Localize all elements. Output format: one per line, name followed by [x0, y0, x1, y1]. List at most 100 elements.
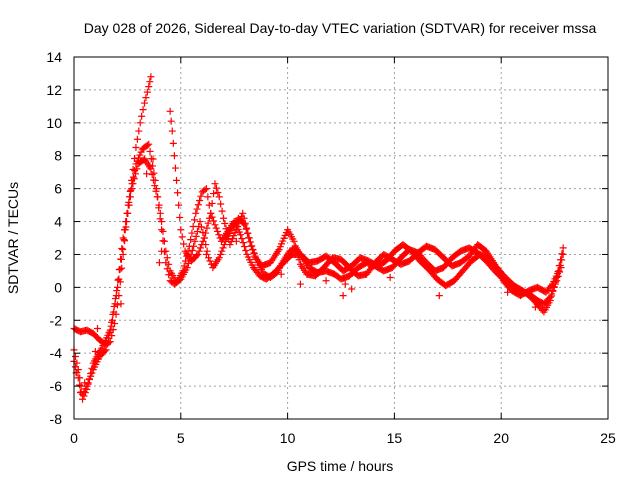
data-point: [220, 214, 228, 222]
data-point: [108, 318, 116, 326]
data-point: [113, 287, 121, 295]
data-point: [196, 196, 204, 204]
series-track-4: [166, 107, 567, 300]
data-point: [206, 257, 214, 265]
data-point: [132, 160, 140, 168]
y-tick-label: 12: [46, 82, 62, 98]
data-point: [183, 264, 191, 272]
data-point: [237, 231, 245, 239]
data-point: [197, 192, 205, 200]
data-point: [236, 216, 244, 224]
data-point: [194, 250, 202, 258]
data-point: [555, 267, 563, 275]
plot-frame: [73, 56, 609, 420]
data-point: [215, 231, 223, 239]
data-point: [120, 226, 128, 234]
grid-lines: [74, 57, 608, 419]
y-tick-label: 10: [46, 115, 62, 131]
data-point: [111, 295, 119, 303]
data-point: [232, 226, 240, 234]
data-point: [117, 300, 125, 308]
data-point: [132, 144, 140, 151]
data-point: [155, 259, 163, 267]
data-point: [76, 381, 84, 389]
data-point: [165, 260, 173, 268]
data-point: [196, 244, 204, 252]
data-point: [140, 99, 148, 107]
data-point: [114, 276, 122, 284]
data-point: [240, 243, 248, 251]
y-axis-title: SDTVAR / TECUs: [5, 182, 21, 294]
x-tick-label: 0: [70, 430, 78, 446]
y-tick-label: -8: [50, 411, 63, 427]
data-point: [339, 292, 347, 300]
data-point: [127, 186, 135, 194]
data-point: [291, 242, 299, 250]
data-point: [147, 73, 155, 81]
data-point: [188, 229, 196, 237]
data-point: [248, 242, 256, 250]
data-point: [223, 230, 231, 238]
data-point: [173, 176, 181, 184]
data-point: [199, 237, 207, 245]
data-point: [170, 152, 178, 160]
data-point: [192, 232, 200, 240]
data-point: [129, 173, 137, 181]
data-point: [202, 250, 210, 258]
data-point: [117, 255, 125, 263]
data-point: [88, 364, 96, 372]
data-point: [178, 233, 186, 241]
data-point: [143, 141, 151, 149]
data-point: [176, 213, 184, 221]
data-point: [166, 107, 174, 115]
data-point: [386, 273, 394, 281]
data-point: [192, 209, 200, 217]
data-point: [200, 234, 208, 242]
data-point: [239, 239, 247, 247]
data-point: [190, 216, 198, 224]
y-tick-label: 2: [54, 246, 62, 262]
data-point: [241, 219, 249, 227]
y-tick-label: 6: [54, 181, 62, 197]
data-point: [228, 235, 236, 243]
y-tick-label: -6: [50, 378, 63, 394]
data-point: [211, 221, 219, 229]
data-point: [163, 254, 171, 262]
x-tick-label: 20: [493, 430, 509, 446]
data-point: [133, 135, 141, 143]
data-point: [110, 302, 118, 310]
data-point: [205, 214, 213, 222]
data-point: [106, 326, 114, 334]
data-point: [243, 224, 251, 232]
data-point: [120, 236, 128, 244]
x-axis-title: GPS time / hours: [287, 458, 394, 474]
data-point: [295, 256, 303, 264]
data-point: [79, 395, 87, 403]
data-point: [250, 250, 258, 258]
x-tick-label: 15: [387, 430, 403, 446]
data-point: [195, 247, 203, 255]
data-point: [81, 379, 89, 387]
data-point: [139, 106, 147, 114]
x-tick-label: 25: [600, 430, 616, 446]
data-point: [188, 247, 196, 255]
data-point: [294, 251, 302, 259]
data-point: [133, 157, 141, 165]
axis-ticks: 0 5 10 15 20 25 -8 -6 -4 -2 0 2 4 6 8 10 12 14: [46, 49, 616, 446]
data-point: [146, 147, 154, 155]
data-point: [149, 162, 157, 170]
data-point: [146, 78, 154, 86]
data-point: [124, 201, 132, 209]
y-tick-label: -2: [50, 312, 63, 328]
chart-title: Day 028 of 2026, Sidereal Day-to-day VTE…: [84, 20, 597, 36]
data-point: [136, 119, 144, 127]
data-point: [556, 261, 564, 269]
data-point: [84, 380, 92, 388]
data-point: [114, 283, 122, 291]
y-tick-label: 8: [54, 148, 62, 164]
data-point: [218, 207, 226, 215]
data-point: [158, 218, 166, 226]
data-point: [201, 186, 209, 194]
data-point: [91, 348, 99, 356]
data-point: [549, 287, 557, 295]
